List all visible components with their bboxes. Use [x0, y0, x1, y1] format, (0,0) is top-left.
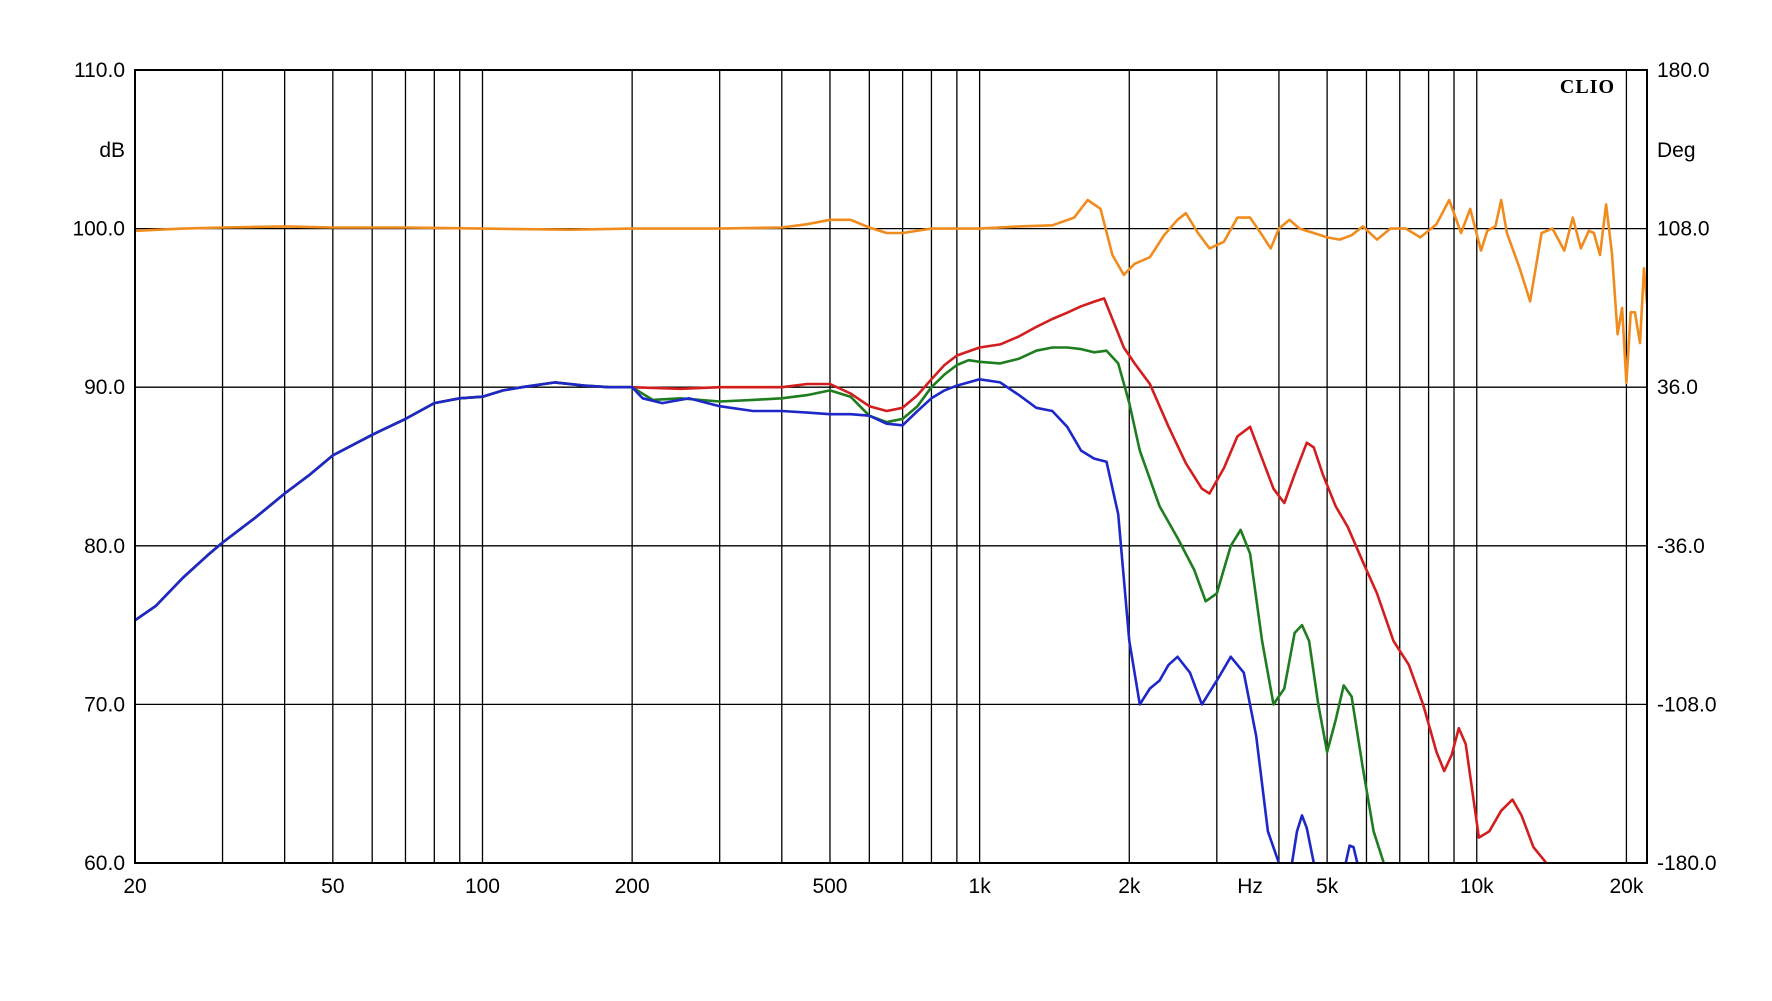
x-tick-label: 20k	[1609, 875, 1643, 898]
series-line-1	[135, 198, 1647, 385]
series-line-segment-2	[1344, 844, 1359, 863]
series-line-4	[135, 378, 1281, 863]
y-right-tick-label: -108.0	[1657, 693, 1717, 716]
y-left-tick-label: 70.0	[84, 693, 125, 716]
series-line-3	[135, 346, 1386, 863]
series-line-segment-1	[1290, 814, 1316, 863]
x-tick-label: 100	[465, 875, 500, 898]
y-left-tick-label: 110.0	[74, 59, 125, 82]
x-tick-label: 1k	[969, 875, 992, 898]
x-tick-label: 500	[812, 875, 847, 898]
y-left-tick-label: 90.0	[84, 376, 125, 399]
y-right-tick-label: -180.0	[1657, 852, 1717, 875]
plot-frame	[134, 69, 1648, 864]
x-unit-label: Hz	[1237, 875, 1263, 898]
y-left-unit-label: dB	[99, 139, 125, 162]
series-line-2	[135, 297, 1548, 863]
x-tick-label: 50	[321, 875, 344, 898]
y-right-unit-label: Deg	[1657, 139, 1696, 162]
y-right-tick-label: 180.0	[1657, 59, 1710, 82]
y-left-tick-label: 60.0	[84, 852, 125, 875]
y-left-tick-label: 100.0	[72, 218, 125, 241]
y-right-tick-label: 36.0	[1657, 376, 1698, 399]
clio-brand-label: CLIO	[1560, 76, 1615, 98]
grid-lines	[134, 69, 1647, 864]
y-right-tick-label: -36.0	[1657, 535, 1705, 558]
axis-labels: 20 50 100 200 500 1k 2k 5k 10k 20k 110.0 100.0 90.0 8…	[72, 59, 1716, 898]
x-tick-label: 10k	[1460, 875, 1494, 898]
x-tick-label: 20	[123, 875, 146, 898]
x-tick-label: 200	[615, 875, 650, 898]
y-right-tick-label: 108.0	[1657, 218, 1710, 241]
x-tick-label: 5k	[1316, 875, 1339, 898]
y-left-tick-label: 80.0	[84, 535, 125, 558]
x-tick-label: 2k	[1118, 875, 1141, 898]
traces	[135, 198, 1647, 863]
